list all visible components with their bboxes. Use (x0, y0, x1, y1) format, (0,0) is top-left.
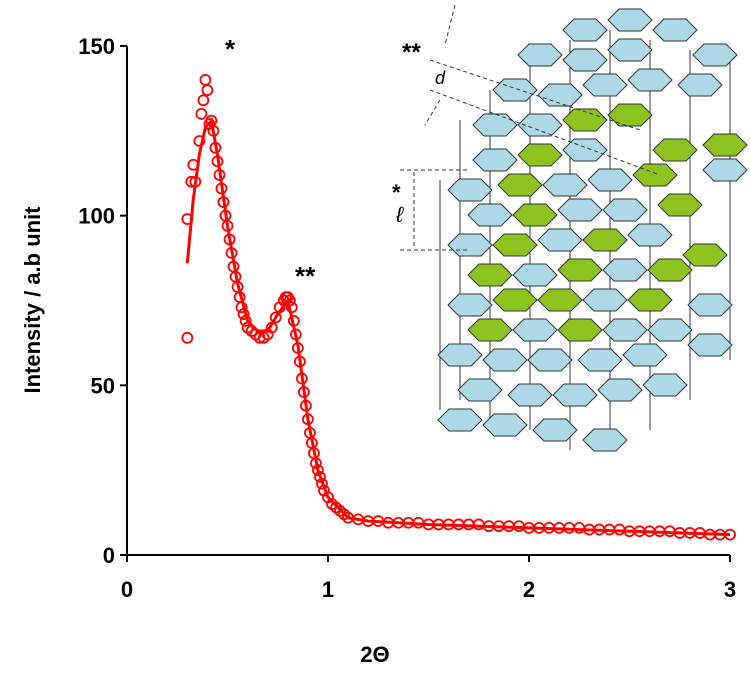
data-point (193, 135, 206, 147)
fit-line (185, 117, 731, 537)
data-point (283, 294, 296, 307)
annotation: ** (295, 261, 316, 291)
data-point (215, 182, 228, 195)
data-point (295, 372, 308, 385)
data-point (221, 219, 234, 232)
annotation: ** (402, 39, 421, 66)
data-point (269, 311, 282, 324)
x-tick-label: 0 (121, 577, 133, 602)
data-point (301, 413, 314, 426)
data-point (310, 457, 322, 470)
data-point (181, 213, 194, 225)
x-tick-label: 1 (322, 577, 334, 602)
y-axis-label: Intensity / a.b unit (20, 206, 45, 394)
data-point (235, 301, 248, 314)
data-point (287, 314, 300, 327)
data-point (289, 328, 302, 341)
data-point (207, 124, 220, 137)
data-point (299, 399, 312, 412)
data-point (199, 74, 212, 86)
data-point (316, 477, 328, 490)
x-tick-label: 2 (523, 577, 535, 602)
data-point (314, 471, 326, 483)
y-tick-label: 150 (78, 34, 115, 59)
data-point (201, 84, 214, 97)
data-point (195, 107, 208, 120)
y-tick-label: 50 (91, 373, 115, 398)
data-point (181, 331, 194, 344)
data-point (293, 355, 306, 368)
annotation: d (435, 68, 446, 88)
data-point (211, 155, 224, 168)
data-point (197, 94, 210, 107)
data-point (217, 196, 230, 208)
data-point (185, 175, 198, 188)
annotation: ℓ (395, 202, 404, 227)
structure-inset: ** d * ℓ (392, 4, 748, 452)
x-tick-label: 3 (724, 577, 736, 602)
data-point (312, 464, 324, 477)
data-point (213, 169, 226, 181)
data-point (265, 321, 278, 334)
data-point (472, 518, 485, 531)
data-point (223, 233, 236, 246)
data-point (209, 141, 222, 154)
data-point (237, 308, 250, 320)
data-point (189, 175, 202, 188)
x-axis-label: 2Θ (360, 642, 389, 667)
data-point (724, 528, 736, 541)
data-point (297, 386, 310, 399)
data-point (239, 314, 252, 327)
data-point (285, 301, 298, 314)
data-point (291, 342, 304, 354)
y-tick-label: 100 (78, 204, 115, 229)
y-tick-label: 0 (103, 543, 115, 568)
annotation: * (225, 34, 236, 64)
data-point (187, 158, 200, 171)
data-point (225, 247, 238, 259)
data-point (573, 521, 586, 534)
annotation: * (392, 180, 401, 205)
